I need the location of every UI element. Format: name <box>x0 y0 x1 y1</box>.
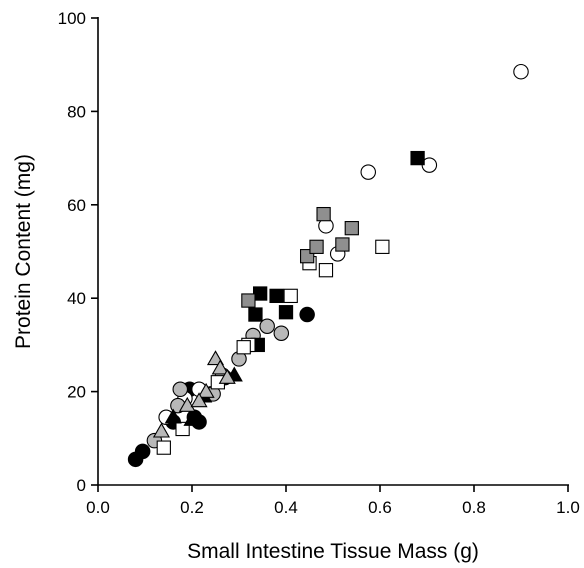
data-point-square <box>241 293 256 308</box>
data-point-circle <box>273 325 290 341</box>
data-point-square <box>410 150 425 166</box>
data-point-triangle <box>190 392 208 408</box>
data-point-circle <box>360 164 376 180</box>
data-point-square <box>344 221 359 236</box>
y-tick-label: 60 <box>67 196 86 215</box>
data-point-square <box>278 305 294 320</box>
data-point-square <box>283 288 298 304</box>
x-tick-label: 0.8 <box>462 498 486 517</box>
data-point-square <box>316 206 331 222</box>
x-tick-label: 0.6 <box>368 498 392 517</box>
data-point-circle <box>134 443 151 460</box>
data-point-square <box>309 239 324 254</box>
y-tick-label: 40 <box>67 289 86 308</box>
data-point-triangle <box>218 368 236 384</box>
y-tick-label: 20 <box>67 383 86 402</box>
axes: 0.0 0.2 0.4 0.6 0.8 1.0 0 20 40 60 80 100 <box>58 9 580 517</box>
data-point-square <box>236 340 251 355</box>
data-point-square <box>269 288 284 304</box>
x-tick-label: 1.0 <box>556 498 580 517</box>
data-point-triangle <box>211 359 229 375</box>
data-point-square <box>248 307 263 322</box>
data-point-triangle <box>152 422 170 438</box>
x-tick-label: 0.4 <box>274 498 298 517</box>
data-point-square <box>335 237 350 252</box>
x-tick-label: 0.0 <box>86 498 110 517</box>
data-point-square <box>375 239 390 254</box>
y-tick-label: 0 <box>77 476 86 495</box>
data-point-triangle <box>178 396 196 412</box>
x-tick-label: 0.2 <box>180 498 204 517</box>
y-axis-title: Protein Content (mg) <box>12 154 35 349</box>
data-point-square <box>318 263 334 278</box>
y-tick-label: 80 <box>67 102 86 121</box>
data-point-circle <box>172 381 189 398</box>
data-point-triangle <box>164 408 182 424</box>
x-axis-title: Small Intestine Tissue Mass (g) <box>187 540 479 563</box>
data-points <box>127 63 529 468</box>
data-point-circle <box>513 63 529 80</box>
data-point-triangle <box>197 382 215 398</box>
data-point-square <box>156 440 171 455</box>
data-point-circle <box>299 306 315 323</box>
data-point-circle <box>259 318 275 334</box>
y-tick-label: 100 <box>58 9 86 28</box>
data-point-triangle <box>183 410 201 426</box>
